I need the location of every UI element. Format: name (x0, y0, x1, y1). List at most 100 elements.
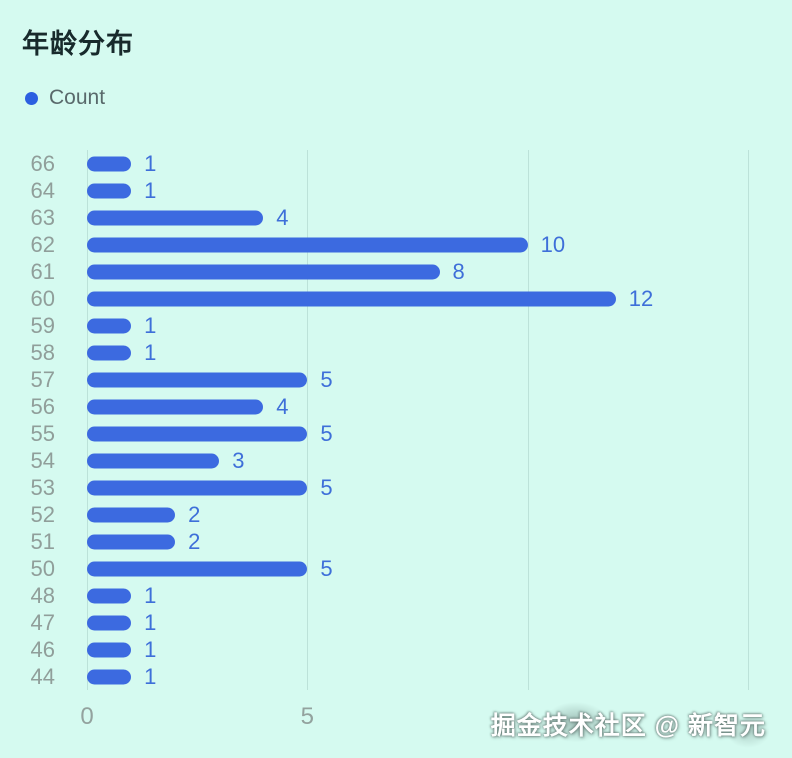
legend-label: Count (49, 86, 106, 109)
bar[interactable] (87, 237, 528, 252)
value-label: 5 (320, 366, 333, 392)
chart-row: 61 8 (0, 258, 792, 285)
category-label: 46 (30, 636, 55, 662)
chart-row: 58 1 (0, 339, 792, 366)
legend-item-count[interactable]: Count (25, 86, 105, 110)
chart-row: 57 5 (0, 366, 792, 393)
value-label: 3 (232, 447, 245, 473)
bar[interactable] (87, 210, 264, 225)
chart-row: 44 1 (0, 663, 792, 690)
bar[interactable] (87, 156, 132, 171)
chart-row: 51 2 (0, 528, 792, 555)
value-label: 1 (144, 609, 157, 635)
category-label: 62 (30, 231, 55, 257)
chart-row: 55 5 (0, 420, 792, 447)
bar-track: 5 (87, 474, 792, 501)
category-label: 47 (30, 609, 55, 635)
chart-row: 50 5 (0, 555, 792, 582)
bar-track: 5 (87, 366, 792, 393)
chart-row: 53 5 (0, 474, 792, 501)
category-label: 59 (30, 312, 55, 338)
value-label: 8 (452, 258, 465, 284)
bar[interactable] (87, 507, 176, 522)
bar-track: 2 (87, 501, 792, 528)
bar[interactable] (87, 453, 220, 468)
value-label: 5 (320, 474, 333, 500)
chart-row: 52 2 (0, 501, 792, 528)
x-tick-label: 5 (300, 703, 314, 730)
chart-row: 56 4 (0, 393, 792, 420)
bar[interactable] (87, 372, 308, 387)
bar[interactable] (87, 561, 308, 576)
chart-row: 62 10 (0, 231, 792, 258)
bar[interactable] (87, 642, 132, 657)
category-label: 61 (30, 258, 55, 284)
chart-row: 46 1 (0, 636, 792, 663)
value-label: 1 (144, 150, 157, 176)
bar[interactable] (87, 291, 616, 306)
bar[interactable] (87, 615, 132, 630)
category-label: 48 (30, 582, 55, 608)
chart-row: 48 1 (0, 582, 792, 609)
bar-rows: 66 1 64 1 63 4 62 10 61 8 60 12 59 1 58 1 57 5 56 4 55 5 54 3 53… (0, 150, 792, 690)
category-label: 52 (30, 501, 55, 527)
chart-title: 年龄分布 (22, 29, 134, 59)
value-label: 5 (320, 420, 333, 446)
chart-row: 60 12 (0, 285, 792, 312)
chart-row: 64 1 (0, 177, 792, 204)
value-label: 4 (276, 204, 289, 230)
category-label: 55 (30, 420, 55, 446)
bar[interactable] (87, 669, 132, 684)
value-label: 1 (144, 312, 157, 338)
chart-row: 63 4 (0, 204, 792, 231)
category-label: 54 (30, 447, 55, 473)
chart-row: 66 1 (0, 150, 792, 177)
bar[interactable] (87, 588, 132, 603)
bar-track: 4 (87, 393, 792, 420)
bar-track: 3 (87, 447, 792, 474)
bar-track: 1 (87, 609, 792, 636)
chart-row: 54 3 (0, 447, 792, 474)
category-label: 50 (30, 555, 55, 581)
bar-track: 5 (87, 420, 792, 447)
bar[interactable] (87, 264, 440, 279)
value-label: 2 (188, 528, 201, 554)
bar-track: 1 (87, 150, 792, 177)
bar-track: 1 (87, 312, 792, 339)
value-label: 1 (144, 582, 157, 608)
value-label: 2 (188, 501, 201, 527)
bar-track: 12 (87, 285, 792, 312)
bar-track: 2 (87, 528, 792, 555)
bar-track: 1 (87, 663, 792, 690)
bar[interactable] (87, 534, 176, 549)
bar-track: 1 (87, 339, 792, 366)
value-label: 1 (144, 663, 157, 689)
value-label: 12 (628, 285, 654, 311)
bar-track: 4 (87, 204, 792, 231)
category-label: 63 (30, 204, 55, 230)
value-label: 1 (144, 177, 157, 203)
bar-track: 1 (87, 636, 792, 663)
bar[interactable] (87, 345, 132, 360)
bar-track: 1 (87, 177, 792, 204)
bar[interactable] (87, 318, 132, 333)
x-tick-label: 0 (80, 703, 94, 730)
chart-row: 47 1 (0, 609, 792, 636)
value-label: 1 (144, 636, 157, 662)
value-label: 4 (276, 393, 289, 419)
category-label: 64 (30, 177, 55, 203)
bar-track: 1 (87, 582, 792, 609)
bar[interactable] (87, 183, 132, 198)
bar[interactable] (87, 480, 308, 495)
category-label: 66 (30, 150, 55, 176)
bar[interactable] (87, 399, 264, 414)
category-label: 44 (30, 663, 55, 689)
value-label: 5 (320, 555, 333, 581)
category-label: 53 (30, 474, 55, 500)
watermark-text: 掘金技术社区 @ 新智元 (490, 712, 766, 740)
bar-track: 8 (87, 258, 792, 285)
bar-track: 10 (87, 231, 792, 258)
bar-track: 5 (87, 555, 792, 582)
bar[interactable] (87, 426, 308, 441)
